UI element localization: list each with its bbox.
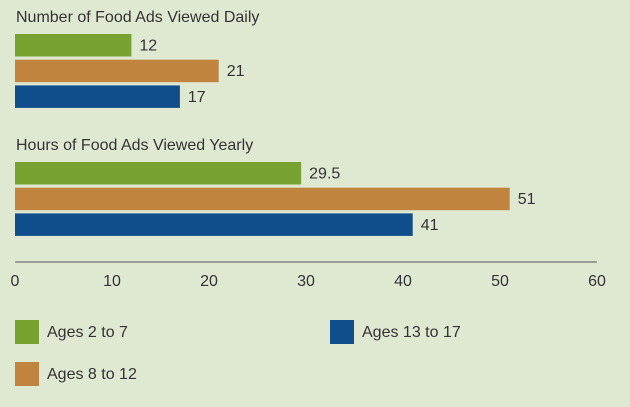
x-tick-label: 50: [491, 273, 509, 290]
x-tick-label: 60: [588, 273, 606, 290]
bar: [15, 162, 302, 185]
legend-label: Ages 2 to 7: [47, 324, 128, 341]
x-tick-label: 40: [394, 273, 412, 290]
data-label: 12: [139, 37, 157, 54]
legend-label: Ages 8 to 12: [47, 366, 137, 383]
x-tick-label: 30: [297, 273, 315, 290]
group-label: Number of Food Ads Viewed Daily: [16, 9, 259, 26]
data-label: 51: [518, 191, 536, 208]
bar: [15, 85, 180, 108]
data-label: 17: [188, 89, 206, 106]
legend-swatch: [15, 362, 39, 386]
group-label: Hours of Food Ads Viewed Yearly: [16, 137, 253, 154]
bar: [15, 34, 132, 57]
data-label: 41: [421, 217, 439, 234]
data-label: 21: [227, 63, 245, 80]
data-label: 29.5: [309, 165, 340, 182]
legend-swatch: [15, 320, 39, 344]
legend-label: Ages 13 to 17: [362, 324, 461, 341]
x-tick-label: 20: [200, 273, 218, 290]
x-tick-label: 10: [103, 273, 121, 290]
bar: [15, 213, 413, 236]
bar: [15, 187, 510, 211]
x-tick-label: 0: [11, 273, 20, 290]
bar: [15, 59, 219, 83]
legend-swatch: [330, 320, 354, 344]
